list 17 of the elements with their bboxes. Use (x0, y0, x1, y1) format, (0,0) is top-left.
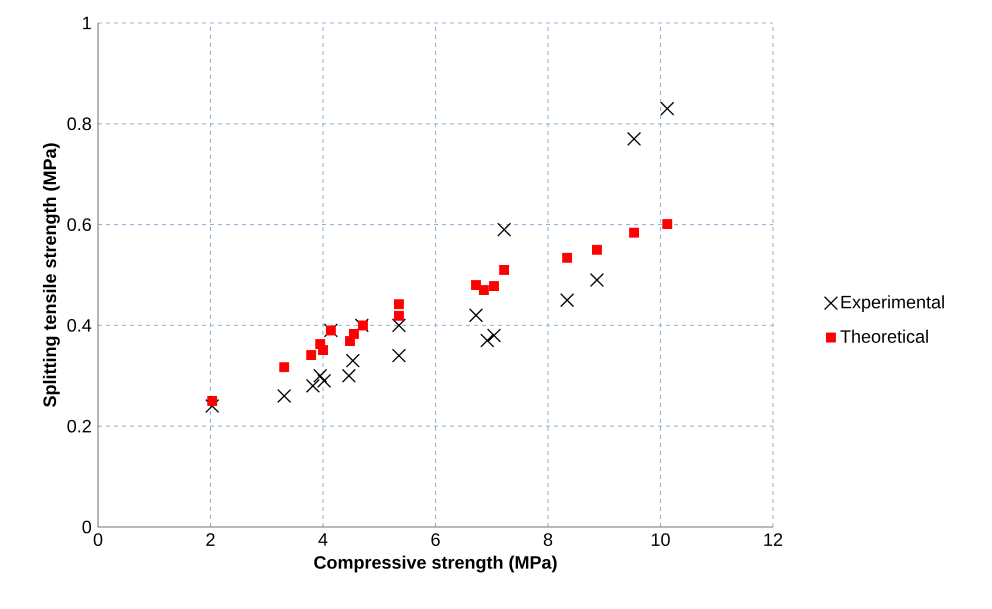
legend-label: Experimental (842, 295, 944, 312)
x-axis-title: Compressive strength (MPa) (314, 556, 557, 572)
y-tick-label: 0.8 (67, 117, 91, 130)
y-tick-label: 0 (82, 520, 92, 534)
y-axis-title: Splitting tensile strength (MPa) (42, 143, 60, 407)
y-tick-label: 0.4 (67, 319, 92, 332)
legend-label: Theoretical (840, 330, 928, 343)
y-tick-label: 0.6 (67, 218, 91, 231)
x-tick-label: 10 (652, 533, 670, 546)
x-tick-label: 4 (318, 533, 328, 546)
y-tick-label: 0.2 (67, 420, 91, 433)
x-tick-label: 6 (431, 533, 440, 546)
y-tick-label: 1 (83, 16, 91, 30)
x-tick-label: 8 (544, 533, 552, 546)
x-tick-label: 2 (206, 533, 215, 546)
x-tick-label: 12 (764, 533, 782, 546)
x-tick-label: 0 (94, 533, 102, 546)
